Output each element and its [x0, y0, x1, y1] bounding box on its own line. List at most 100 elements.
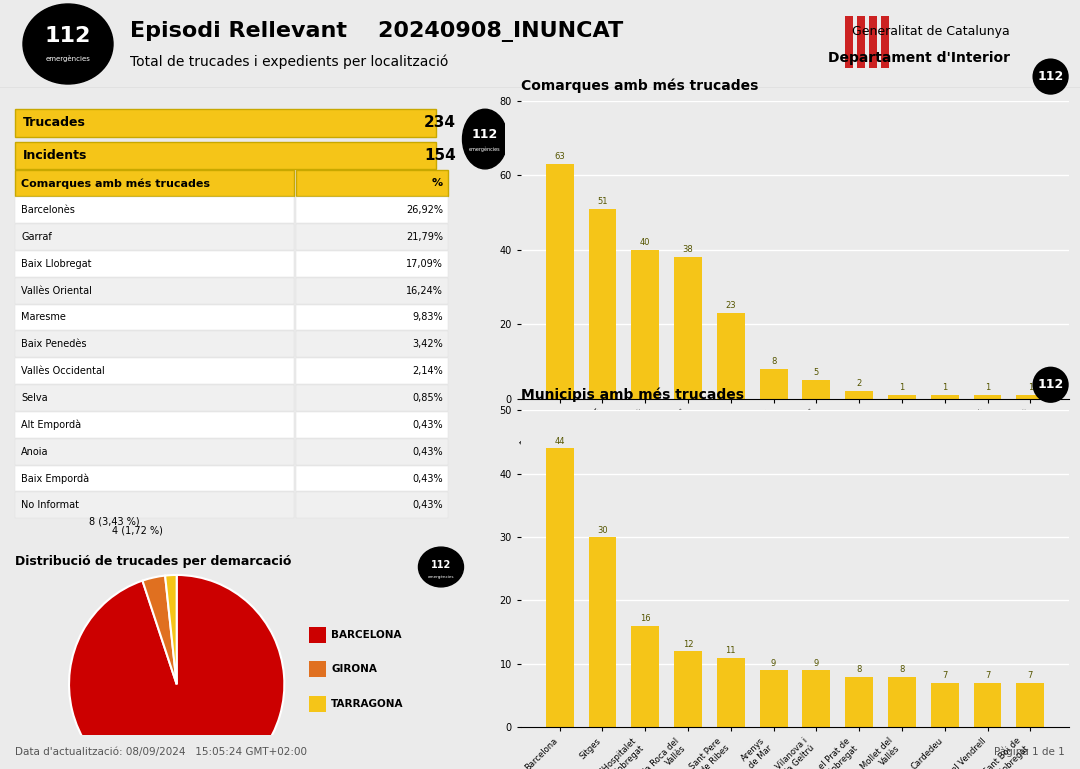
Text: 9: 9: [813, 659, 819, 667]
Text: 112: 112: [431, 560, 451, 570]
Text: 8: 8: [900, 665, 905, 674]
Text: No Informat: No Informat: [22, 501, 79, 511]
Bar: [674, 651, 702, 727]
Bar: [545, 448, 573, 727]
FancyBboxPatch shape: [881, 16, 889, 68]
Bar: [1016, 394, 1044, 398]
FancyBboxPatch shape: [296, 331, 448, 358]
Bar: [674, 257, 702, 398]
FancyBboxPatch shape: [15, 251, 294, 277]
Bar: [931, 394, 959, 398]
Text: 0,43%: 0,43%: [413, 447, 443, 457]
Text: 1: 1: [985, 383, 990, 392]
FancyBboxPatch shape: [309, 696, 326, 712]
Text: 112: 112: [472, 128, 498, 141]
Text: 234: 234: [423, 115, 456, 130]
Text: 23: 23: [726, 301, 737, 310]
FancyBboxPatch shape: [296, 251, 448, 277]
Wedge shape: [143, 575, 177, 684]
Bar: [846, 677, 873, 727]
FancyBboxPatch shape: [15, 358, 294, 384]
Text: 40: 40: [640, 238, 650, 247]
Text: Alt Empordà: Alt Empordà: [22, 420, 81, 430]
Text: 9,83%: 9,83%: [413, 312, 443, 322]
Text: Pàgina 1 de 1: Pàgina 1 de 1: [995, 747, 1065, 757]
Text: 17,09%: 17,09%: [406, 259, 443, 269]
Text: BARCELONA: BARCELONA: [332, 630, 402, 640]
FancyBboxPatch shape: [15, 171, 294, 196]
Text: Episodi Rellevant    20240908_INUNCAT: Episodi Rellevant 20240908_INUNCAT: [130, 22, 623, 42]
Wedge shape: [165, 575, 177, 684]
FancyBboxPatch shape: [296, 385, 448, 411]
Text: 112: 112: [1038, 70, 1064, 83]
Text: Baix Llobregat: Baix Llobregat: [22, 259, 92, 269]
Text: emergències: emergències: [45, 55, 91, 62]
Wedge shape: [69, 575, 284, 769]
Text: 112: 112: [1038, 378, 1064, 391]
Text: %: %: [432, 178, 443, 188]
Text: Generalitat de Catalunya: Generalitat de Catalunya: [852, 25, 1010, 38]
FancyBboxPatch shape: [296, 278, 448, 304]
Bar: [846, 391, 873, 398]
FancyBboxPatch shape: [296, 224, 448, 250]
Text: Baix Empordà: Baix Empordà: [22, 473, 90, 484]
Text: 8: 8: [856, 665, 862, 674]
FancyBboxPatch shape: [296, 412, 448, 438]
FancyBboxPatch shape: [15, 141, 436, 169]
Text: Distribució de trucades per demarcació: Distribució de trucades per demarcació: [15, 555, 292, 568]
Text: 0,43%: 0,43%: [413, 474, 443, 484]
Text: Maresme: Maresme: [22, 312, 66, 322]
Text: Trucades: Trucades: [23, 116, 86, 129]
Ellipse shape: [418, 547, 463, 587]
Bar: [931, 683, 959, 727]
Bar: [717, 657, 745, 727]
Text: 8 (3,43 %): 8 (3,43 %): [89, 517, 139, 527]
Bar: [589, 209, 617, 398]
Text: 7: 7: [1028, 671, 1034, 681]
Bar: [802, 380, 831, 398]
Bar: [888, 394, 916, 398]
Text: Selva: Selva: [22, 393, 48, 403]
Text: 2,14%: 2,14%: [413, 366, 443, 376]
Bar: [632, 626, 659, 727]
Ellipse shape: [462, 109, 508, 169]
FancyBboxPatch shape: [15, 305, 294, 331]
Ellipse shape: [23, 4, 113, 84]
Text: 26,92%: 26,92%: [406, 205, 443, 215]
FancyBboxPatch shape: [15, 492, 294, 518]
FancyBboxPatch shape: [858, 16, 865, 68]
Text: 8: 8: [771, 357, 777, 366]
FancyBboxPatch shape: [296, 305, 448, 331]
FancyBboxPatch shape: [296, 197, 448, 223]
Text: Data d'actualització: 08/09/2024   15:05:24 GMT+02:00: Data d'actualització: 08/09/2024 15:05:2…: [15, 747, 307, 757]
FancyBboxPatch shape: [845, 16, 853, 68]
Text: 16: 16: [640, 614, 650, 624]
Bar: [974, 683, 1001, 727]
Bar: [759, 369, 787, 398]
FancyBboxPatch shape: [296, 439, 448, 464]
FancyBboxPatch shape: [296, 465, 448, 491]
FancyBboxPatch shape: [15, 465, 294, 491]
Text: 30: 30: [597, 525, 608, 534]
Text: Comarques amb més trucades: Comarques amb més trucades: [521, 78, 758, 93]
Text: 0,43%: 0,43%: [413, 420, 443, 430]
FancyBboxPatch shape: [15, 439, 294, 464]
Text: 11: 11: [726, 646, 737, 655]
Text: 1: 1: [1028, 383, 1032, 392]
Text: 154: 154: [424, 148, 456, 163]
Text: 5: 5: [813, 368, 819, 377]
FancyBboxPatch shape: [15, 224, 294, 250]
FancyBboxPatch shape: [309, 627, 326, 643]
Text: 2: 2: [856, 379, 862, 388]
Text: 112: 112: [44, 26, 91, 46]
FancyBboxPatch shape: [296, 171, 448, 196]
Text: 7: 7: [985, 671, 990, 681]
Bar: [1016, 683, 1044, 727]
Text: 0,85%: 0,85%: [413, 393, 443, 403]
Text: 12: 12: [683, 640, 693, 649]
Text: Departament d'Interior: Departament d'Interior: [828, 51, 1010, 65]
Text: GIRONA: GIRONA: [332, 664, 377, 674]
Text: TARRAGONA: TARRAGONA: [332, 699, 404, 709]
Text: Comarques amb més trucades: Comarques amb més trucades: [22, 178, 211, 188]
Bar: [888, 677, 916, 727]
